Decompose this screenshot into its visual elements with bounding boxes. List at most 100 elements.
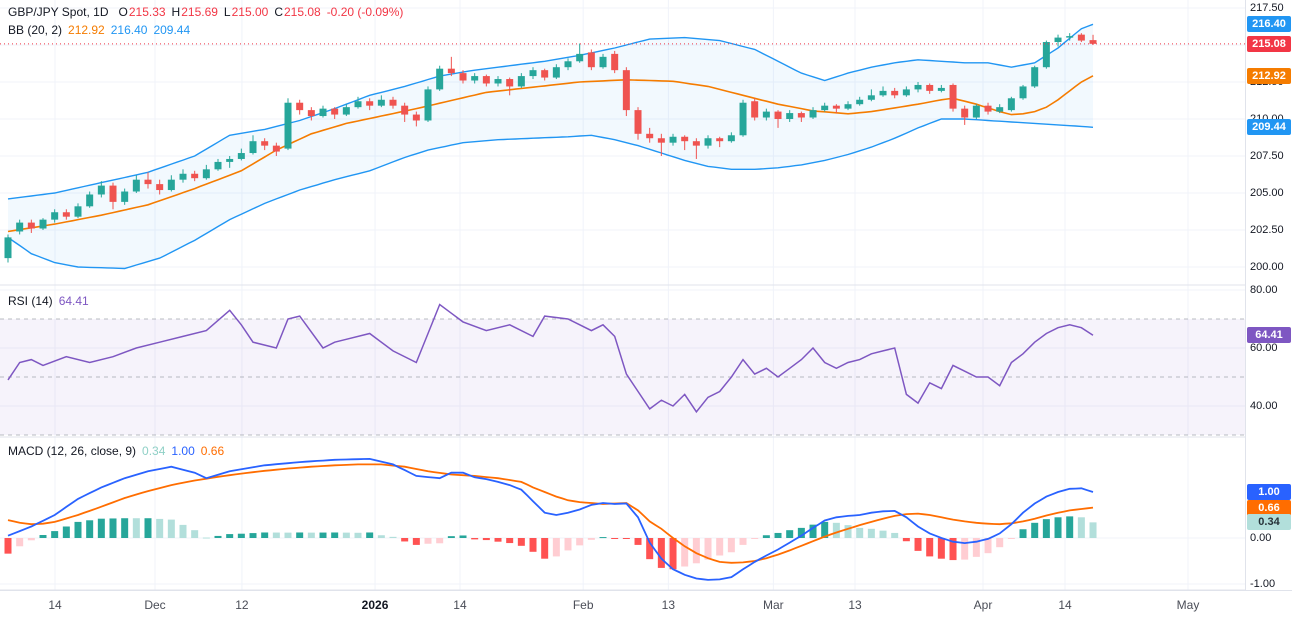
symbol-legend[interactable]: GBP/JPY Spot, 1D O215.33 H215.69 L215.00 C21… xyxy=(8,5,415,19)
time-tick-label[interactable]: Apr xyxy=(973,598,993,612)
candle xyxy=(762,111,770,118)
macd-histogram-bar xyxy=(587,538,595,540)
candle xyxy=(179,173,187,180)
candle xyxy=(424,89,432,121)
macd-histogram-bar xyxy=(354,532,362,538)
macd-histogram-bar xyxy=(902,538,910,542)
candle xyxy=(669,136,677,143)
candle xyxy=(354,101,362,108)
candle xyxy=(809,110,817,118)
candle xyxy=(739,102,747,136)
price-tick-label: 200.00 xyxy=(1250,261,1284,273)
macd-label[interactable]: MACD (12, 26, close, 9) xyxy=(8,444,137,458)
macd-histogram-bar xyxy=(16,538,24,547)
macd-legend[interactable]: MACD (12, 26, close, 9) 0.34 1.00 0.66 xyxy=(8,444,236,458)
candle xyxy=(167,179,175,191)
macd-histogram-bar xyxy=(576,538,584,546)
candle xyxy=(926,84,934,91)
candle xyxy=(727,135,735,142)
price-axis[interactable]: 217.50215.00212.50210.00207.50205.00202.… xyxy=(1245,0,1292,590)
bb-value: 216.40 xyxy=(110,23,148,37)
macd-histogram-bar xyxy=(762,535,770,538)
macd-histogram-bar xyxy=(296,532,304,538)
candle xyxy=(389,99,397,106)
time-tick-label[interactable]: Feb xyxy=(572,598,594,612)
macd-histogram-bar xyxy=(167,519,175,538)
macd-histogram-bar xyxy=(51,531,59,538)
candle xyxy=(342,107,350,115)
candle xyxy=(39,219,47,229)
macd-histogram-bar xyxy=(459,535,467,538)
macd-histogram-bar xyxy=(1089,522,1097,538)
macd-pane[interactable] xyxy=(4,457,1097,581)
candle xyxy=(1042,42,1050,68)
macd-histogram-bar xyxy=(191,530,199,538)
macd-histogram-bar xyxy=(832,522,840,538)
candle xyxy=(226,158,234,162)
price-pane[interactable] xyxy=(0,23,1245,270)
rsi-tick-label: 60.00 xyxy=(1250,342,1278,354)
time-tick-label[interactable]: 12 xyxy=(235,598,249,612)
bb-legend[interactable]: BB (20, 2) 212.92 216.40 209.44 xyxy=(8,23,202,37)
time-axis[interactable]: 14 Dec 12 2026 14 Feb 13 Mar 13 Apr 14 May xyxy=(0,590,1292,621)
ohlc-key: O xyxy=(118,5,128,19)
candle xyxy=(1066,36,1074,38)
change-value: -0.20 (-0.09%) xyxy=(326,5,404,19)
candle xyxy=(191,173,199,179)
macd-histogram-bar xyxy=(366,532,374,538)
macd-histogram-bar xyxy=(214,535,222,538)
macd-histogram-bar xyxy=(1007,538,1015,539)
candle xyxy=(436,68,444,90)
candles[interactable] xyxy=(4,33,1097,263)
candle xyxy=(401,105,409,115)
ohlc-value: 215.33 xyxy=(128,5,166,19)
candle xyxy=(144,179,152,185)
candle xyxy=(972,105,980,118)
macd-histogram-bar xyxy=(564,538,572,551)
candle xyxy=(692,141,700,146)
ohlc-key: H xyxy=(171,5,181,19)
macd-histogram-bar xyxy=(949,538,957,561)
time-tick-label[interactable]: 13 xyxy=(848,598,862,612)
bb-label[interactable]: BB (20, 2) xyxy=(8,23,63,37)
macd-histogram-bar xyxy=(342,532,350,538)
symbol-title[interactable]: GBP/JPY Spot, 1D xyxy=(8,5,109,19)
candle xyxy=(751,101,759,118)
time-tick-label[interactable]: 14 xyxy=(1058,598,1072,612)
macd-histogram-bar xyxy=(482,538,490,541)
time-tick-label[interactable]: 14 xyxy=(453,598,467,612)
macd-histogram-bar xyxy=(39,535,47,538)
macd-histogram-bar xyxy=(692,538,700,564)
candle xyxy=(51,212,59,220)
rsi-pane[interactable] xyxy=(0,303,1245,436)
macd-histogram-bar xyxy=(716,538,724,556)
candle xyxy=(261,141,269,146)
candle xyxy=(156,184,164,191)
candle xyxy=(646,133,654,139)
rsi-legend[interactable]: RSI (14) 64.41 xyxy=(8,294,95,308)
candle xyxy=(622,70,630,111)
time-tick-label[interactable]: 2026 xyxy=(361,598,389,612)
ohlc-value: 215.00 xyxy=(231,5,269,19)
macd-histogram-bar xyxy=(436,538,444,544)
time-tick-label[interactable]: Dec xyxy=(144,598,166,612)
time-tick-label[interactable]: 13 xyxy=(661,598,676,612)
time-tick-label[interactable]: Mar xyxy=(763,598,784,612)
candle xyxy=(599,56,607,68)
time-tick-label[interactable]: May xyxy=(1176,598,1200,612)
candle xyxy=(914,84,922,90)
candle xyxy=(844,104,852,109)
candle xyxy=(331,108,339,115)
macd-histogram-bar xyxy=(739,538,747,545)
macd-histogram-bar xyxy=(179,524,187,538)
macd-histogram-bar xyxy=(891,532,899,538)
macd-histogram-bar xyxy=(517,538,525,546)
candle xyxy=(121,191,129,202)
macd-histogram-bar xyxy=(1054,517,1062,538)
time-tick-label[interactable]: 14 xyxy=(48,598,62,612)
macd-histogram-bar xyxy=(27,538,35,541)
rsi-label[interactable]: RSI (14) xyxy=(8,294,53,308)
macd-histogram-bar xyxy=(844,525,852,538)
candle xyxy=(27,222,35,229)
